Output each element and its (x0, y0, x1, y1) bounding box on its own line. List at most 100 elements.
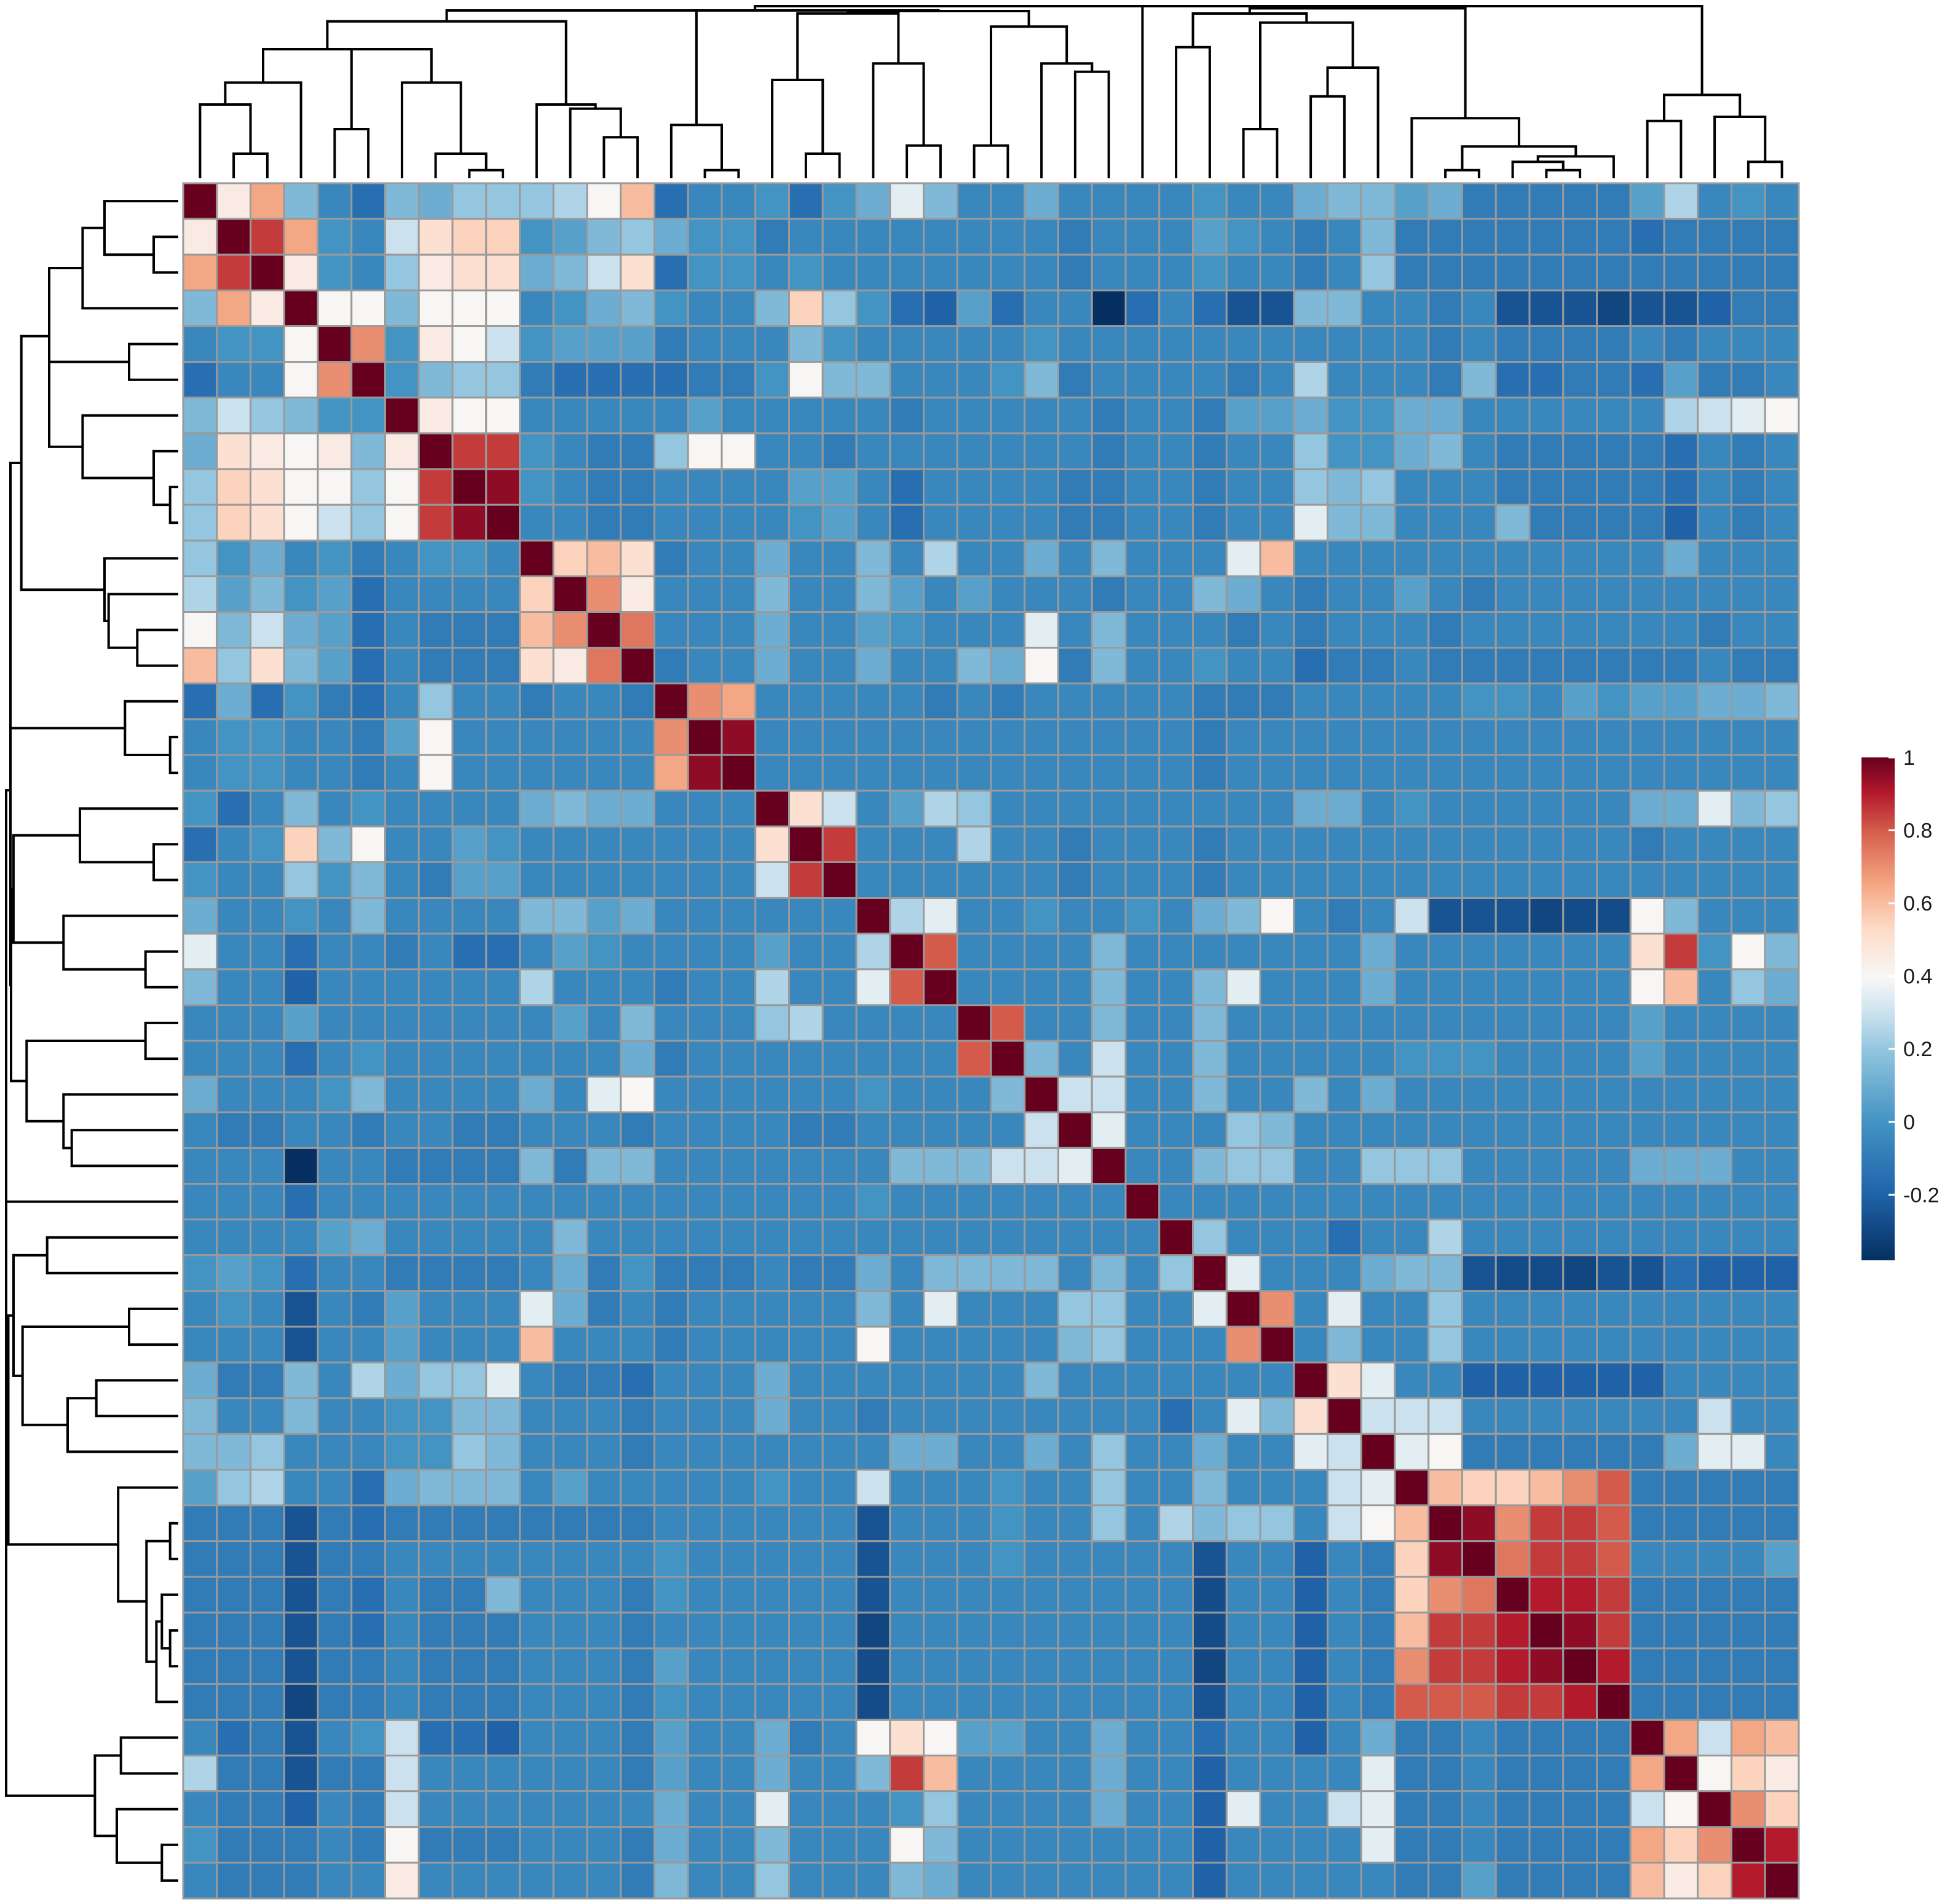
heatmap-cell (317, 1647, 353, 1685)
heatmap-cell (1225, 575, 1261, 614)
heatmap-cell (1731, 754, 1766, 792)
heatmap-cell (552, 1075, 588, 1113)
heatmap-cell (1057, 1183, 1093, 1221)
heatmap-cell (720, 1683, 757, 1721)
heatmap-cell (586, 825, 622, 863)
heatmap-cell (653, 325, 689, 363)
heatmap-cell (182, 1325, 218, 1364)
heatmap-cell (250, 1647, 285, 1685)
heatmap-cell (1360, 1183, 1396, 1221)
heatmap-cell (720, 1147, 757, 1185)
heatmap-cell (990, 1540, 1026, 1578)
heatmap-cell (586, 325, 622, 363)
heatmap-cell (384, 647, 420, 685)
heatmap-cell (653, 1254, 689, 1292)
heatmap-cell (1764, 432, 1800, 470)
heatmap-cell (451, 1718, 488, 1757)
heatmap-cell (216, 647, 251, 685)
heatmap-cell (720, 968, 757, 1006)
heatmap-cell (1327, 218, 1362, 256)
heatmap-cell (1293, 1325, 1328, 1364)
heatmap-cell (1091, 575, 1127, 614)
heatmap-cell (687, 1469, 723, 1507)
heatmap-cell (1192, 1040, 1228, 1078)
heatmap-cell (216, 1504, 251, 1543)
heatmap-cell (1528, 1647, 1565, 1685)
heatmap-cell (1259, 1397, 1295, 1435)
heatmap-cell (1461, 1469, 1497, 1507)
heatmap-cell (1024, 1540, 1059, 1578)
heatmap-cell (1528, 647, 1565, 685)
heatmap-cell (754, 1219, 790, 1257)
heatmap-cell (182, 1790, 218, 1828)
heatmap-cell (990, 1790, 1026, 1828)
heatmap-cell (620, 218, 655, 256)
heatmap-cell (552, 468, 588, 506)
heatmap-cell (1494, 1683, 1531, 1721)
heatmap-cell (1629, 933, 1665, 971)
heatmap-cell (1293, 539, 1328, 577)
heatmap-cell (216, 1826, 251, 1864)
heatmap-cell (1091, 361, 1127, 399)
heatmap-cell (653, 968, 689, 1006)
heatmap-cell (216, 1718, 251, 1757)
heatmap-cell (1192, 1504, 1228, 1543)
heatmap-cell (1394, 933, 1430, 971)
heatmap-cell (1024, 1862, 1059, 1900)
heatmap-cell (720, 1611, 757, 1649)
heatmap-cell (620, 1183, 655, 1221)
heatmap-cell (754, 1183, 790, 1221)
heatmap-cell (1225, 1361, 1261, 1399)
heatmap-cell (1024, 897, 1059, 935)
heatmap-cell (620, 539, 655, 577)
heatmap-cell (250, 1075, 285, 1113)
heatmap-cell (1225, 218, 1261, 256)
heatmap-cell (1158, 539, 1194, 577)
heatmap-cell (788, 253, 824, 291)
heatmap-cell (1562, 1790, 1598, 1828)
heatmap-cell (1461, 1504, 1497, 1543)
heatmap-cell (1461, 647, 1497, 685)
heatmap-cell (1124, 1325, 1161, 1364)
heatmap-cell (923, 1147, 958, 1185)
heatmap-cell (1124, 897, 1161, 935)
heatmap-cell (923, 718, 958, 756)
heatmap-cell (1091, 504, 1127, 542)
heatmap-cell (754, 218, 790, 256)
heatmap-cell (1394, 539, 1430, 577)
heatmap-cell (1629, 754, 1665, 792)
heatmap-cell (855, 468, 891, 506)
heatmap-cell (1427, 1325, 1463, 1364)
heatmap-cell (1764, 1576, 1800, 1614)
heatmap-cell (1192, 575, 1228, 614)
heatmap-cell (350, 1540, 386, 1578)
heatmap-cell (485, 754, 521, 792)
heatmap-cell (384, 897, 420, 935)
heatmap-cell (451, 1790, 488, 1828)
heatmap-cell (1461, 1540, 1497, 1578)
heatmap-cell (1629, 647, 1665, 685)
heatmap-cell (519, 1040, 555, 1078)
heatmap-cell (1764, 1183, 1800, 1221)
heatmap-cell (1259, 1469, 1295, 1507)
heatmap-cell (1629, 1004, 1665, 1042)
heatmap-cell (720, 1254, 757, 1292)
heatmap-cell (1124, 1075, 1161, 1113)
heatmap-cell (317, 1004, 353, 1042)
heatmap-cell (1663, 504, 1699, 542)
heatmap-cell (923, 182, 958, 220)
heatmap-cell (821, 1790, 858, 1828)
heatmap-cell (788, 218, 824, 256)
heatmap-cell (1764, 1683, 1800, 1721)
heatmap-cell (1327, 361, 1362, 399)
heatmap-cell (350, 1111, 386, 1149)
heatmap-cell (1427, 1290, 1463, 1328)
heatmap-cell (1124, 933, 1161, 971)
heatmap-cell (283, 1040, 319, 1078)
heatmap-cell (720, 1075, 757, 1113)
heatmap-cell (1327, 1683, 1362, 1721)
heatmap-cell (889, 1325, 925, 1364)
heatmap-cell (1596, 1254, 1632, 1292)
heatmap-cells (182, 182, 1800, 1900)
heatmap-cell (1427, 718, 1463, 756)
